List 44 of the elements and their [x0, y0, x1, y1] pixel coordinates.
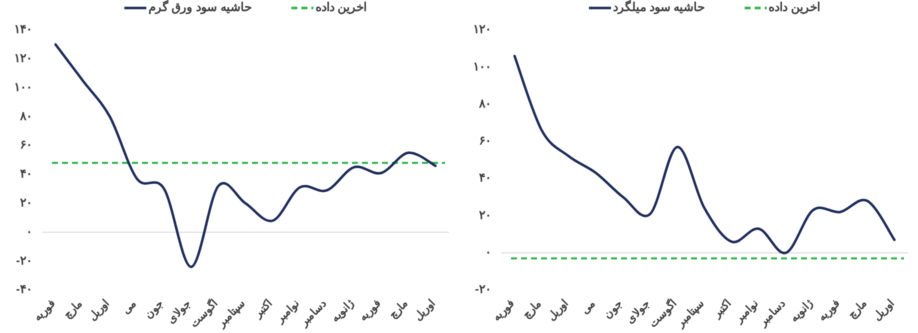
- x-tick-label: اکتبر: [710, 298, 734, 321]
- x-tick-label: مارچ: [387, 298, 410, 321]
- x-tick-label: فوریه: [816, 298, 842, 324]
- x-tick-label: اوریل: [546, 298, 571, 324]
- y-tick-label: ۱۲۰: [14, 51, 32, 66]
- y-tick-label: ۸۰: [19, 108, 32, 123]
- x-tick-label: مارچ: [61, 298, 85, 321]
- y-tick-label: -۲۰: [16, 253, 32, 268]
- y-tick-label: ۱۲۰: [473, 22, 491, 36]
- x-tick-label: ژانویه: [788, 296, 816, 325]
- y-tick-label: -۲۰: [475, 282, 491, 296]
- x-tick-label: مارچ: [846, 298, 870, 321]
- x-tick-label: جولای: [165, 298, 194, 326]
- x-tick-label: ژانویه: [329, 296, 357, 325]
- legend-label: اخرین داده: [768, 0, 820, 16]
- x-tick-label: جولای: [624, 298, 652, 326]
- y-tick-label: ۴۰: [20, 166, 32, 181]
- y-tick-label: ۴۰: [479, 170, 491, 185]
- x-tick-label: مارچ: [520, 298, 544, 321]
- legend-label: حاشیه سود ورق گرم: [148, 0, 252, 16]
- y-tick-label: ۲۰: [20, 196, 32, 210]
- y-tick-label: ۲۰: [479, 208, 491, 222]
- legend-label: اخرین داده: [315, 0, 367, 16]
- y-tick-label: -۴۰: [16, 282, 32, 296]
- x-tick-label: اوریل: [412, 298, 438, 324]
- y-tick-label: ۸۰: [478, 96, 491, 110]
- legend-label: حاشیه سود میلگرد: [612, 0, 705, 16]
- x-tick-label: جون: [142, 298, 166, 321]
- x-tick-label: اوریل: [86, 298, 112, 324]
- y-tick-label: ۱۰۰: [473, 59, 491, 74]
- x-tick-label: فوریه: [357, 298, 384, 324]
- y-tick-label: ۰: [26, 224, 32, 238]
- x-tick-label: جون: [602, 298, 626, 321]
- x-tick-label: فوریه: [490, 298, 517, 324]
- y-tick-label: ۱۴۰: [14, 22, 32, 36]
- x-tick-label: فوریه: [32, 298, 58, 324]
- x-tick-label: اکتبر: [251, 298, 275, 321]
- x-tick-label: می: [578, 298, 598, 317]
- y-tick-label: ۶۰: [479, 134, 491, 148]
- x-tick-label: می: [120, 298, 140, 317]
- y-tick-label: ۰: [485, 245, 491, 260]
- y-tick-label: ۶۰: [20, 138, 32, 152]
- x-tick-label: اوریل: [871, 298, 897, 324]
- y-tick-label: ۱۰۰: [14, 80, 32, 94]
